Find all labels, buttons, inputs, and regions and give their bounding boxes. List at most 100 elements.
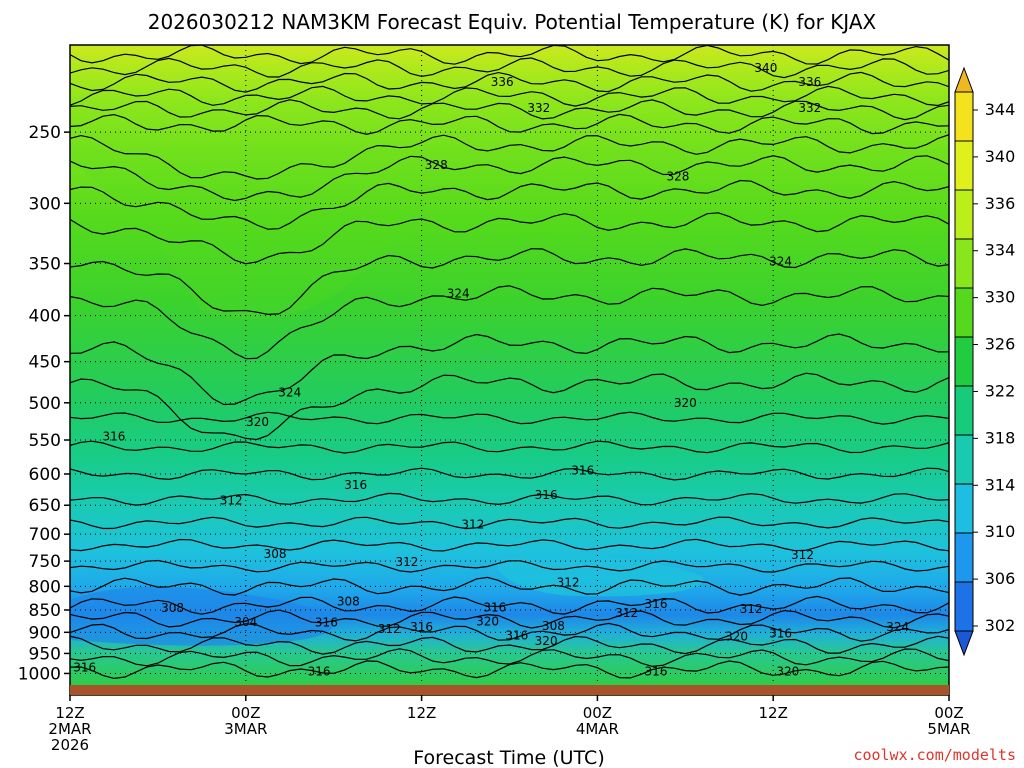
contour-label: 316 <box>571 464 594 478</box>
contour-label: 316 <box>344 478 367 492</box>
contour-label: 312 <box>557 575 580 589</box>
grid-lines <box>70 45 949 685</box>
contour-label: 316 <box>505 628 528 642</box>
contour-label: 312 <box>615 606 638 620</box>
contour-label: 308 <box>542 619 565 633</box>
contour-label: 320 <box>535 634 558 648</box>
y-tick-label: 550 <box>29 431 61 451</box>
contour-label: 304 <box>234 615 257 629</box>
contour-label: 320 <box>246 415 269 429</box>
contour-label: 336 <box>491 75 514 89</box>
contour-label: 308 <box>161 601 184 615</box>
colorbar-label: 340 <box>985 147 1016 166</box>
colorbar-label: 334 <box>985 241 1016 260</box>
contour-label: 316 <box>308 665 331 679</box>
contour-line <box>70 45 949 65</box>
contour-line <box>70 467 949 481</box>
contour-label: 328 <box>667 169 690 183</box>
colorbar-swatch <box>954 532 974 583</box>
contour-label: 328 <box>425 158 448 172</box>
contour-label: 316 <box>102 429 125 443</box>
y-tick-label: 400 <box>29 307 61 327</box>
x-tick-label: 12Z <box>407 704 436 722</box>
contour-label: 312 <box>461 518 484 532</box>
x-tick-label: 3MAR <box>224 720 267 738</box>
contour-line <box>70 285 949 360</box>
contour-label: 316 <box>410 620 433 634</box>
y-tick-label: 950 <box>29 644 61 664</box>
contour-line <box>70 372 949 441</box>
colorbar-swatch <box>954 581 974 632</box>
contour-lines <box>70 45 949 680</box>
contour-label: 324 <box>447 287 470 301</box>
contour-line <box>70 411 949 425</box>
contour-line <box>70 635 949 655</box>
contour-line <box>70 440 949 454</box>
colorbar-swatch <box>954 336 974 387</box>
x-tick-label: 00Z <box>583 704 612 722</box>
contour-line <box>70 57 949 79</box>
x-tick-label: 12Z <box>759 704 788 722</box>
colorbar-label: 336 <box>985 194 1016 213</box>
contour-label: 320 <box>725 630 748 644</box>
contour-label: 320 <box>674 396 697 410</box>
contour-label: 308 <box>264 547 287 561</box>
cold-pocket <box>70 586 334 646</box>
contour-label: 316 <box>315 616 338 630</box>
y-tick-label: 500 <box>29 394 61 414</box>
contour-line <box>70 85 949 107</box>
contour-line <box>70 559 949 573</box>
contour-label: 316 <box>73 661 96 675</box>
contour-label: 320 <box>476 614 499 628</box>
contour-label: 312 <box>791 548 814 562</box>
contour-line <box>70 660 949 680</box>
y-tick-label: 1000 <box>18 664 61 684</box>
colorbar-swatch <box>954 140 974 191</box>
colorbar-swatch <box>954 287 974 338</box>
contour-line <box>70 134 949 180</box>
colorbar-label: 306 <box>985 569 1016 588</box>
contour-label: 340 <box>754 61 777 75</box>
contour-line <box>70 516 949 530</box>
colorbar-top-arrow <box>954 66 974 93</box>
contour-label: 324 <box>769 254 792 268</box>
y-tick-label: 650 <box>29 496 61 516</box>
contour-line <box>70 538 949 552</box>
colorbar-swatch <box>954 238 974 289</box>
chart-title: 2026030212 NAM3KM Forecast Equiv. Potent… <box>148 10 877 34</box>
colorbar-bottom-arrow <box>954 630 974 657</box>
contour-label: 312 <box>378 622 401 636</box>
colorbar-swatch <box>954 189 974 240</box>
upper-green <box>70 45 949 320</box>
colorbar-label: 314 <box>985 475 1016 494</box>
contour-line <box>70 609 949 629</box>
x-tick-label: 4MAR <box>576 720 619 738</box>
contour-label: 320 <box>776 665 799 679</box>
colorbar-label: 344 <box>985 100 1016 119</box>
contour-label: 308 <box>337 595 360 609</box>
contour-label: 312 <box>740 602 763 616</box>
contour-line <box>70 155 949 202</box>
contour-line <box>70 99 949 121</box>
contour-label: 324 <box>886 620 909 634</box>
colorbar-label: 322 <box>985 381 1016 400</box>
x-tick-label: 00Z <box>231 704 260 722</box>
contour-label: 332 <box>527 101 550 115</box>
x-tick-label: 2026 <box>51 736 89 754</box>
y-tick-label: 900 <box>29 623 61 643</box>
y-tick-label: 750 <box>29 552 61 572</box>
colorbar-label: 326 <box>985 335 1016 354</box>
contour-label: 312 <box>220 493 243 507</box>
contour-labels: 340 336 336 332 332 328 328 324 324 324 320 320 316 3… <box>73 61 909 679</box>
x-tick-label: 12Z <box>55 704 84 722</box>
contour-label: 324 <box>278 386 301 400</box>
y-tick-label: 850 <box>29 601 61 621</box>
colorbar-swatch <box>954 385 974 436</box>
colorbar-label: 302 <box>985 616 1016 635</box>
contour-label: 336 <box>798 75 821 89</box>
contour-label: 332 <box>798 101 821 115</box>
y-tick-label: 800 <box>29 577 61 597</box>
credit-text: coolwx.com/modelts <box>853 746 1016 764</box>
